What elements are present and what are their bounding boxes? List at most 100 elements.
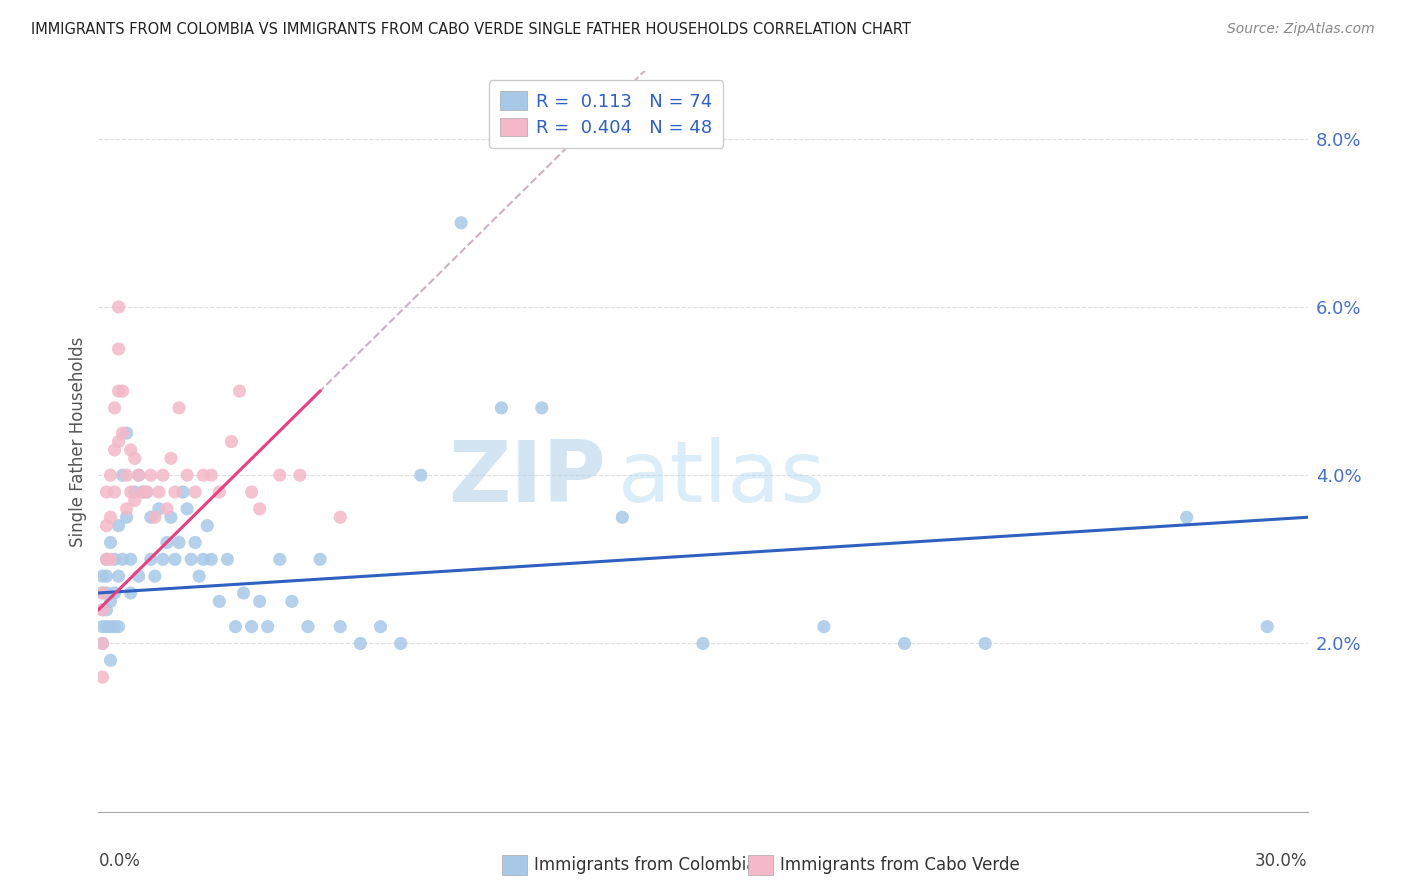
Point <box>103 552 125 566</box>
Point <box>256 619 278 633</box>
Point <box>167 401 190 415</box>
Point <box>160 451 183 466</box>
Point <box>195 518 218 533</box>
Point <box>152 552 174 566</box>
Point <box>115 426 138 441</box>
Point <box>132 485 155 500</box>
Point <box>193 552 215 566</box>
Point <box>115 468 138 483</box>
Point <box>228 384 250 398</box>
Point <box>107 300 129 314</box>
Point <box>389 636 412 650</box>
Point <box>128 569 150 583</box>
Point <box>107 569 129 583</box>
Point <box>100 619 122 633</box>
Point <box>120 485 142 500</box>
Point <box>96 485 118 500</box>
Point <box>135 485 157 500</box>
Point <box>269 552 291 566</box>
Point <box>167 535 190 549</box>
Text: IMMIGRANTS FROM COLOMBIA VS IMMIGRANTS FROM CABO VERDE SINGLE FATHER HOUSEHOLDS : IMMIGRANTS FROM COLOMBIA VS IMMIGRANTS F… <box>31 22 911 37</box>
Point <box>188 569 211 583</box>
Point <box>692 636 714 650</box>
Point <box>139 552 162 566</box>
Point <box>111 552 134 566</box>
Point <box>208 594 231 608</box>
Point <box>100 594 122 608</box>
Point <box>139 468 162 483</box>
Point <box>148 485 170 500</box>
Point <box>115 501 138 516</box>
Point <box>124 493 146 508</box>
Point <box>111 384 134 398</box>
Point <box>224 619 246 633</box>
Text: 0.0%: 0.0% <box>98 853 141 871</box>
Legend: R =  0.113   N = 74, R =  0.404   N = 48: R = 0.113 N = 74, R = 0.404 N = 48 <box>489 80 723 148</box>
Point <box>107 342 129 356</box>
Point <box>370 619 392 633</box>
Point <box>200 552 222 566</box>
Point <box>107 619 129 633</box>
Point <box>349 636 371 650</box>
Point <box>156 501 179 516</box>
Point <box>143 569 166 583</box>
Point <box>100 552 122 566</box>
Point <box>184 485 207 500</box>
Point <box>96 586 118 600</box>
Point <box>152 468 174 483</box>
Point <box>124 451 146 466</box>
Text: ZIP: ZIP <box>449 437 606 520</box>
Point <box>269 468 291 483</box>
Point <box>111 426 134 441</box>
Point <box>612 510 634 524</box>
Point <box>184 535 207 549</box>
Point <box>288 468 311 483</box>
Point <box>530 401 553 415</box>
Point <box>120 442 142 457</box>
Point <box>96 518 118 533</box>
Point <box>409 468 432 483</box>
Point <box>103 442 125 457</box>
Point <box>180 552 202 566</box>
Point <box>120 552 142 566</box>
Point <box>240 619 263 633</box>
Text: Source: ZipAtlas.com: Source: ZipAtlas.com <box>1227 22 1375 37</box>
Point <box>91 670 114 684</box>
Point <box>107 434 129 449</box>
Point <box>128 468 150 483</box>
Point <box>100 468 122 483</box>
Point <box>115 510 138 524</box>
Point <box>132 485 155 500</box>
Point <box>240 485 263 500</box>
Point <box>160 510 183 524</box>
Point <box>91 636 114 650</box>
Point <box>103 401 125 415</box>
Point <box>200 468 222 483</box>
Point <box>813 619 835 633</box>
Point <box>91 569 114 583</box>
Text: Immigrants from Cabo Verde: Immigrants from Cabo Verde <box>780 856 1021 874</box>
Point <box>281 594 304 608</box>
Point <box>309 552 332 566</box>
Point <box>91 619 114 633</box>
Point <box>135 485 157 500</box>
Point <box>329 510 352 524</box>
Point <box>974 636 997 650</box>
Point <box>176 468 198 483</box>
Point <box>232 586 254 600</box>
Point <box>1256 619 1278 633</box>
Point <box>111 468 134 483</box>
Point <box>107 518 129 533</box>
Point <box>96 603 118 617</box>
Point <box>91 586 114 600</box>
Point <box>91 603 114 617</box>
Point <box>139 510 162 524</box>
Point <box>217 552 239 566</box>
Point <box>208 485 231 500</box>
Point <box>163 552 186 566</box>
Point <box>91 636 114 650</box>
Point <box>91 586 114 600</box>
Y-axis label: Single Father Households: Single Father Households <box>69 336 87 547</box>
Point <box>221 434 243 449</box>
Point <box>148 501 170 516</box>
